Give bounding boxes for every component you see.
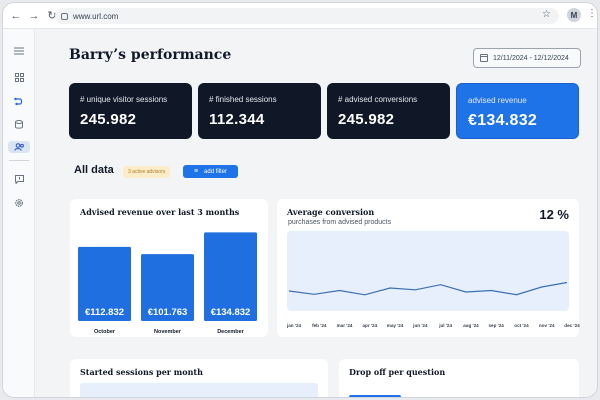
conversion-point	[389, 287, 391, 289]
month-tick-label: dec '24	[564, 323, 580, 328]
kpi-label: advised revenue	[468, 96, 527, 105]
date-range-text: 12/11/2024 - 12/12/2024	[493, 54, 569, 62]
bar-value-label: €134.832	[211, 307, 251, 318]
bar-category-label: November	[154, 329, 182, 335]
month-tick-label: jul '24	[438, 323, 452, 328]
conversion-point	[465, 291, 467, 293]
site-info-icon[interactable]	[61, 12, 68, 20]
revenue-bar[interactable]	[141, 254, 194, 321]
url-text: www.url.com	[73, 11, 119, 21]
grid-icon[interactable]	[12, 70, 26, 84]
dropoff-bar	[349, 395, 401, 397]
flow-icon[interactable]	[12, 94, 26, 108]
bar-category-label: December	[217, 329, 244, 335]
forward-button[interactable]: →	[27, 9, 41, 23]
kpi-value: 245.982	[338, 111, 395, 128]
sessions-chart-area	[80, 383, 318, 397]
reload-icon: ↻	[47, 10, 57, 22]
kpi-label: # advised conversions	[338, 95, 418, 104]
month-tick-label: jan '24	[286, 323, 302, 328]
conversion-point	[490, 289, 492, 291]
reload-button[interactable]: ↻	[45, 9, 59, 23]
kpi-value: 245.982	[80, 111, 137, 128]
conversion-percentage: 12 %	[539, 207, 569, 222]
bookmark-star-icon[interactable]: ☆	[542, 9, 551, 20]
arrow-left-icon: ←	[10, 9, 22, 22]
browser-menu-icon[interactable]: ⋮	[587, 8, 597, 19]
kpi-card-visitor-sessions: # unique visitor sessions 245.982	[69, 83, 192, 139]
month-tick-label: feb '24	[312, 323, 327, 328]
filter-icon: ≡	[193, 168, 199, 175]
gear-icon[interactable]	[12, 196, 26, 210]
conversion-point	[288, 290, 290, 292]
users-icon[interactable]	[8, 141, 30, 153]
card-title: Average conversion	[287, 207, 375, 217]
calendar-icon	[480, 54, 488, 62]
conversion-point	[313, 293, 315, 295]
revenue-bar[interactable]	[78, 246, 131, 321]
back-button[interactable]: ←	[9, 9, 23, 23]
chat-icon[interactable]	[12, 172, 26, 186]
browser-toolbar: ← → ↻ www.url.com ☆ M ⋮	[3, 3, 597, 29]
sidebar	[3, 29, 35, 397]
month-tick-label: oct '24	[514, 323, 529, 328]
card-title: Drop off per question	[349, 367, 446, 377]
kpi-card-finished-sessions: # finished sessions 112.344	[198, 83, 321, 139]
profile-avatar[interactable]: M	[567, 8, 581, 22]
month-tick-label: sep '24	[488, 323, 504, 328]
month-tick-label: jun '24	[412, 323, 428, 328]
kpi-value: €134.832	[468, 112, 538, 129]
database-icon[interactable]	[12, 117, 26, 131]
conversion-point	[541, 286, 543, 288]
arrow-right-icon: →	[28, 9, 40, 22]
bar-category-label: October	[94, 329, 116, 335]
kpi-value: 112.344	[209, 111, 265, 128]
conversion-series-line	[288, 281, 568, 296]
section-heading: All data	[74, 164, 114, 176]
conversion-point	[414, 289, 416, 291]
revenue-bar-chart: €112.832 October €101.763 November €134.832 D…	[78, 232, 257, 335]
kpi-card-advised-conversions: # advised conversions 245.982	[327, 83, 450, 139]
kpi-label: # unique visitor sessions	[80, 95, 168, 104]
conversion-point	[364, 294, 366, 296]
sessions-chart-card: Started sessions per month	[70, 359, 328, 397]
month-tick-label: may '24	[387, 323, 404, 328]
conversion-line-chart: jan '24 feb '24 mar '24 apr '24 may '24 jun '…	[286, 231, 580, 328]
revenue-bar[interactable]	[204, 232, 257, 321]
address-bar[interactable]: www.url.com ☆	[55, 8, 559, 24]
kpi-card-advised-revenue: advised revenue €134.832	[456, 83, 579, 139]
card-title: Advised revenue over last 3 months	[80, 207, 240, 217]
bar-value-label: €112.832	[85, 307, 124, 318]
date-range-picker[interactable]: 12/11/2024 - 12/12/2024	[473, 48, 581, 68]
dropoff-chart-card: Drop off per question	[339, 359, 579, 397]
add-filter-button[interactable]: ≡ add filter	[183, 165, 238, 178]
bar-value-label: €101.763	[148, 307, 188, 318]
card-title: Started sessions per month	[80, 367, 203, 377]
add-filter-label: add filter	[204, 168, 228, 175]
month-tick-label: mar '24	[337, 323, 353, 328]
month-tick-label: aug '24	[463, 323, 479, 328]
kpi-label: # finished sessions	[209, 95, 277, 104]
month-tick-label: apr '24	[362, 323, 377, 328]
conversion-point	[515, 293, 517, 295]
page-title: Barry’s performance	[69, 47, 232, 63]
conversion-point	[439, 283, 441, 285]
conversion-point	[566, 281, 568, 283]
conversion-plot-area	[287, 231, 569, 311]
menu-icon[interactable]	[12, 44, 26, 58]
card-subtitle: purchases from advised products	[288, 219, 392, 226]
active-advisors-badge[interactable]: 3 active advisors	[123, 166, 171, 178]
sidebar-divider	[9, 160, 29, 161]
month-tick-label: nov '24	[539, 323, 555, 328]
conversion-point	[338, 289, 340, 291]
